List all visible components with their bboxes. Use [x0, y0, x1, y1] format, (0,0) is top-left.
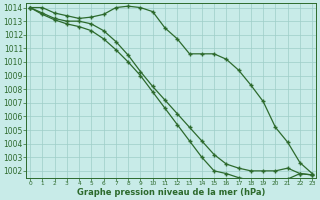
X-axis label: Graphe pression niveau de la mer (hPa): Graphe pression niveau de la mer (hPa)	[77, 188, 265, 197]
